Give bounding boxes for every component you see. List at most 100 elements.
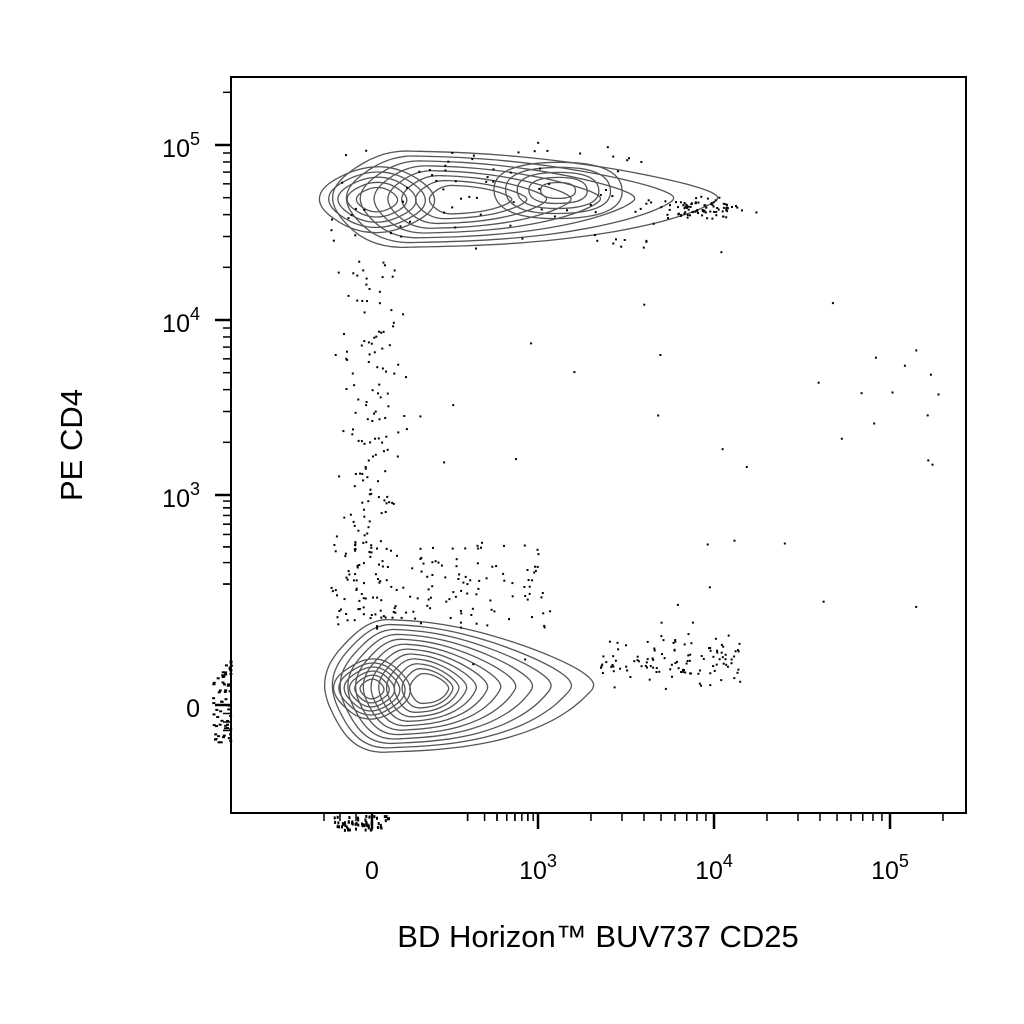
event-dot <box>646 640 649 643</box>
event-dot <box>714 637 717 640</box>
contour-line-cd4-neg <box>347 633 534 740</box>
event-dot <box>374 453 377 456</box>
axis-pile-dot <box>364 828 367 832</box>
event-dot <box>400 235 403 238</box>
event-dot <box>694 210 697 213</box>
event-dot <box>429 596 432 599</box>
event-dot <box>817 381 820 384</box>
event-dot <box>511 595 514 598</box>
event-dot <box>738 642 741 645</box>
event-dot <box>716 649 718 652</box>
event-dot <box>706 197 709 200</box>
event-dot <box>431 561 434 564</box>
event-dot <box>347 570 350 573</box>
event-dot <box>334 354 337 356</box>
event-dot <box>346 578 349 581</box>
event-dot <box>534 565 537 568</box>
event-dot <box>369 617 372 620</box>
axis-pile-dot <box>344 821 346 825</box>
event-dot <box>502 572 505 575</box>
event-dot <box>429 607 432 610</box>
axis-pile-dot <box>343 828 346 832</box>
event-dot <box>602 655 605 658</box>
event-dot <box>926 414 929 417</box>
axis-pile-dot <box>214 733 218 736</box>
event-dot <box>660 621 663 624</box>
event-dot <box>722 202 725 205</box>
contour-line-cd4-neg <box>362 643 502 731</box>
event-dot <box>891 391 894 394</box>
event-dot <box>686 206 688 209</box>
event-dot <box>711 203 714 206</box>
event-dot <box>508 618 510 621</box>
event-dot <box>650 201 653 204</box>
event-dot <box>614 659 617 662</box>
axis-pile-dot <box>365 820 368 824</box>
event-dot <box>937 393 940 396</box>
event-dot <box>716 207 719 209</box>
event-dot <box>449 617 452 619</box>
event-dot <box>369 555 372 558</box>
contour-line-cd4-neg-core <box>338 662 406 716</box>
event-dot <box>671 675 673 678</box>
event-dot <box>457 578 460 580</box>
event-dot <box>683 202 686 204</box>
event-dot <box>471 607 474 610</box>
event-dot <box>336 616 339 619</box>
contour-line-cd4-pos <box>387 170 572 229</box>
event-dot <box>708 647 710 650</box>
event-dot <box>475 622 478 625</box>
event-dot <box>733 655 736 658</box>
event-dot <box>354 234 357 237</box>
event-dot <box>681 668 684 671</box>
event-dot <box>663 657 666 660</box>
event-dot <box>652 658 655 661</box>
axis-pile-dot <box>333 816 336 820</box>
axis-pile-dot <box>222 734 226 737</box>
event-dot <box>730 662 733 665</box>
event-dot <box>388 501 391 504</box>
axis-pile-dot <box>386 817 389 821</box>
event-dot <box>573 371 576 374</box>
event-dot <box>715 214 718 217</box>
axis-pile-dot <box>224 689 228 692</box>
event-dot <box>419 415 422 418</box>
contour-line-cd4-pos <box>359 160 636 239</box>
event-dot <box>371 389 374 392</box>
event-dot <box>385 547 388 550</box>
event-dot <box>331 218 333 221</box>
event-dot <box>491 565 494 568</box>
axis-pile-dot <box>219 741 223 744</box>
event-dot <box>343 516 346 519</box>
event-dot <box>349 513 352 516</box>
event-dot <box>648 678 651 681</box>
event-dot <box>345 388 348 390</box>
event-dot <box>724 203 727 206</box>
event-dot <box>677 206 679 209</box>
event-dot <box>683 212 686 215</box>
event-dot <box>722 662 725 665</box>
axis-pile-dot <box>215 725 218 728</box>
event-dot <box>705 206 708 209</box>
event-dot <box>679 201 682 204</box>
event-dot <box>354 207 357 210</box>
event-dot <box>689 653 692 656</box>
contour-line-cd4-pos <box>401 174 548 225</box>
event-dot <box>345 357 348 360</box>
event-dot <box>669 668 672 671</box>
axis-pile-dot <box>224 671 228 674</box>
event-dot <box>352 428 354 431</box>
event-dot <box>594 211 597 214</box>
axis-pile-dot <box>364 818 367 822</box>
event-dot <box>390 549 392 552</box>
axis-pile-dot <box>365 815 368 818</box>
axis-pile-dot <box>226 720 230 722</box>
event-dot <box>683 643 686 646</box>
event-dot <box>391 616 394 619</box>
event-dot <box>360 440 363 443</box>
event-dot <box>444 576 447 579</box>
event-dot <box>442 188 445 191</box>
event-dot <box>655 667 658 670</box>
event-dot <box>822 600 825 603</box>
